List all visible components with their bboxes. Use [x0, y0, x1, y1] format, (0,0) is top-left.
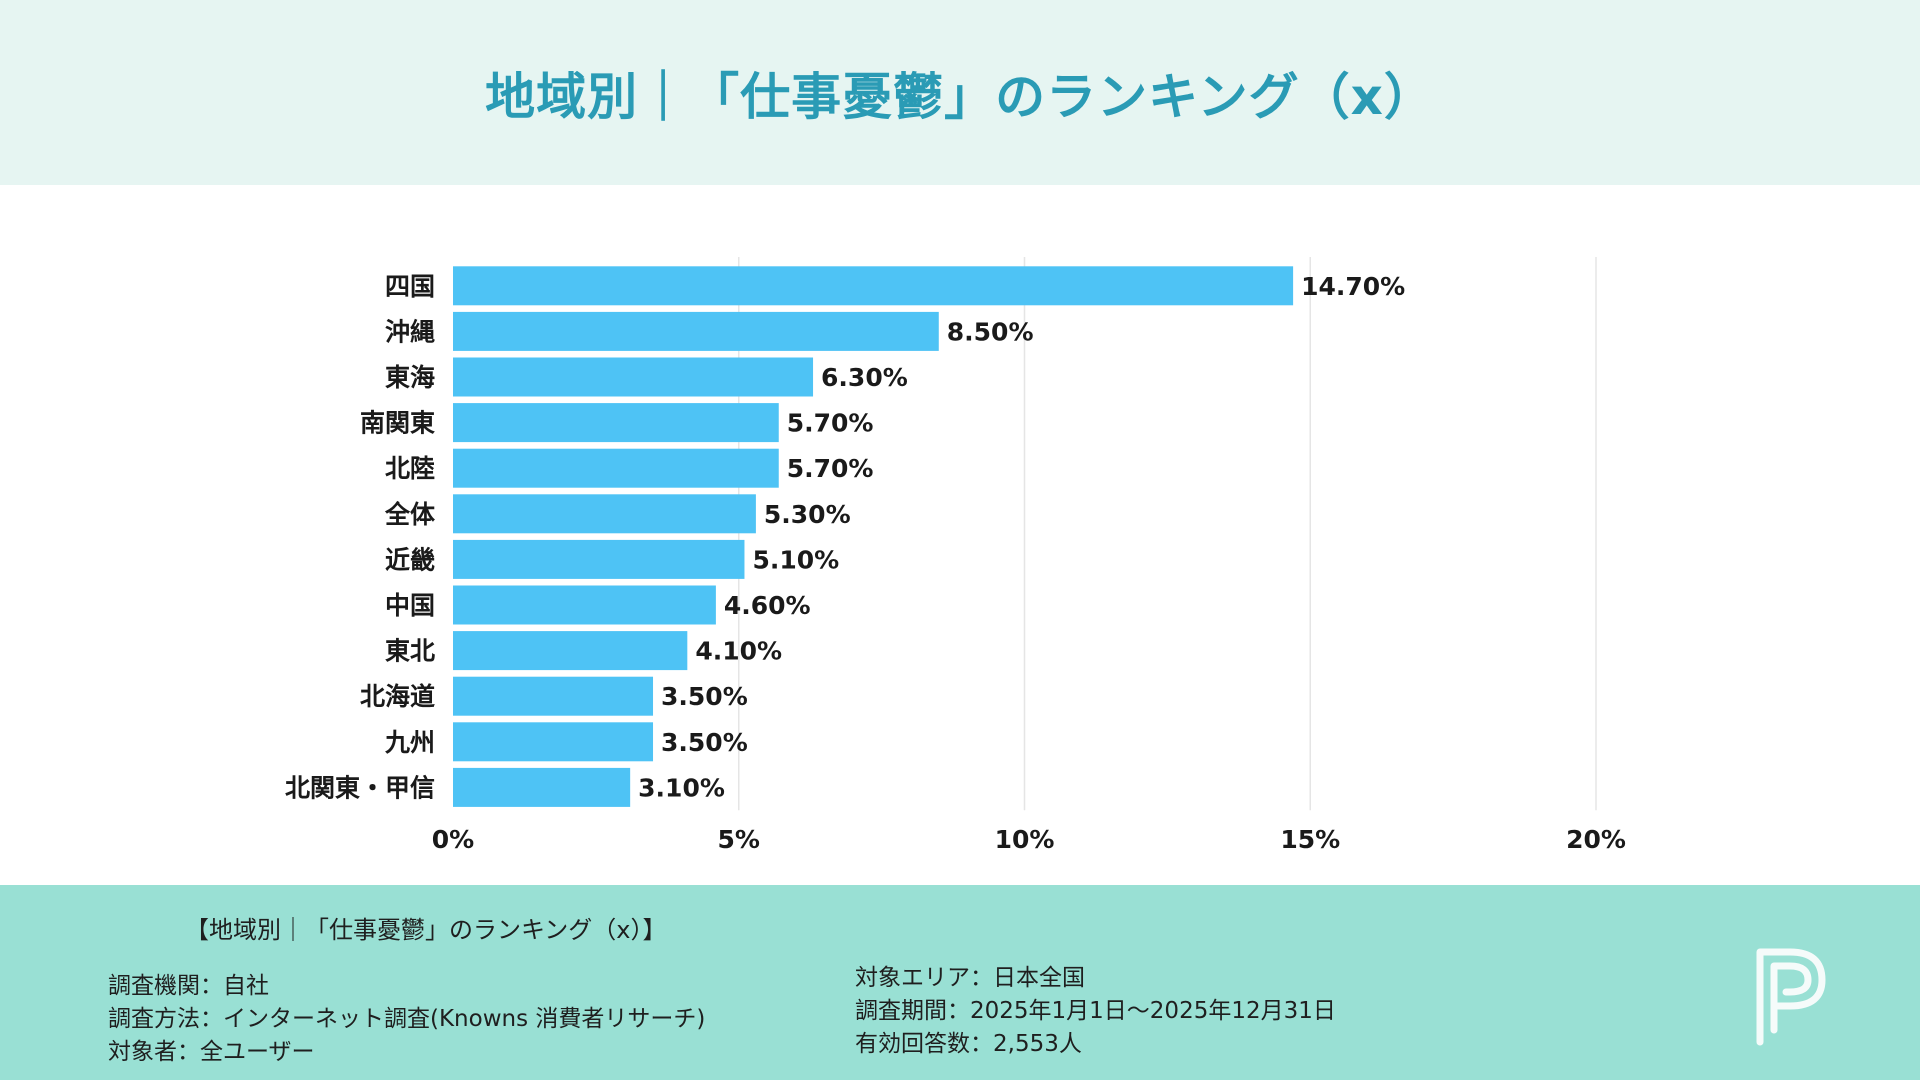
survey-respondents: 有効回答数：2,553人 [855, 1031, 1082, 1057]
chart-area: 0% 5% 10% 15% 20% 四国 14.70% 沖縄 8.50% 東海 6.30% 南関東 5.… [0, 185, 1920, 885]
bar-chart: 0% 5% 10% 15% 20% 四国 14.70% 沖縄 8.50% 東海 6.30% 南関東 5.… [285, 257, 1626, 854]
category-label: 東海 [385, 363, 435, 392]
bar [453, 403, 779, 443]
category-label: 北海道 [360, 682, 435, 711]
survey-org: 調査機関：自社 [108, 973, 269, 999]
data-label: 5.70% [787, 409, 874, 438]
survey-target: 対象者：全ユーザー [108, 1039, 315, 1065]
data-label: 3.10% [638, 773, 725, 802]
bar [453, 539, 745, 579]
bar [453, 311, 939, 351]
footer: 【地域別｜「仕事憂鬱」のランキング（x）】 調査機関：自社 調査方法：インターネ… [0, 885, 1920, 1080]
data-label: 6.30% [821, 363, 908, 392]
data-label: 8.50% [947, 317, 1034, 346]
bar [453, 676, 654, 716]
data-label: 3.50% [661, 728, 748, 757]
footer-left-column: 調査機関：自社 調査方法：インターネット調査(Knowns 消費者リサーチ) 対… [108, 970, 705, 1069]
footer-title: 【地域別｜「仕事憂鬱」のランキング（x）】 [185, 916, 667, 944]
data-label: 14.70% [1301, 272, 1405, 301]
header: 地域別｜「仕事憂鬱」のランキング（x） [0, 0, 1920, 185]
footer-right-column: 対象エリア：日本全国 調査期間：2025年1月1日～2025年12月31日 有効… [855, 962, 1336, 1061]
category-label: 近畿 [385, 545, 435, 574]
survey-area: 対象エリア：日本全国 [855, 965, 1085, 991]
category-label: 北陸 [385, 454, 435, 483]
category-label: 東北 [385, 637, 435, 666]
category-label: 沖縄 [385, 317, 435, 346]
bar [453, 585, 716, 625]
bar [453, 448, 779, 488]
x-tick-label: 0% [432, 825, 474, 854]
bar [453, 767, 631, 807]
category-label: 南関東 [360, 409, 435, 438]
category-label: 全体 [384, 500, 436, 529]
bar [453, 357, 814, 397]
data-label: 4.60% [724, 591, 811, 620]
bar [453, 631, 688, 671]
data-label: 3.50% [661, 682, 748, 711]
bar [453, 266, 1294, 306]
survey-period: 調査期間：2025年1月1日～2025年12月31日 [855, 998, 1336, 1024]
data-label: 4.10% [695, 637, 782, 666]
category-label: 九州 [384, 728, 435, 757]
data-label: 5.70% [787, 454, 874, 483]
survey-method: 調査方法：インターネット調査(Knowns 消費者リサーチ) [108, 1006, 706, 1032]
bar [453, 722, 654, 762]
x-tick-label: 5% [718, 825, 760, 854]
data-label: 5.10% [752, 545, 839, 574]
category-label: 中国 [385, 591, 435, 620]
category-label: 四国 [385, 272, 435, 301]
p-logo-icon [1756, 948, 1826, 1046]
category-label: 北関東・甲信 [285, 773, 435, 802]
data-label: 5.30% [764, 500, 851, 529]
x-tick-label: 10% [995, 825, 1055, 854]
bar [453, 494, 756, 534]
x-tick-label: 20% [1566, 825, 1626, 854]
x-tick-label: 15% [1280, 825, 1340, 854]
page-title: 地域別｜「仕事憂鬱」のランキング（x） [485, 67, 1435, 126]
